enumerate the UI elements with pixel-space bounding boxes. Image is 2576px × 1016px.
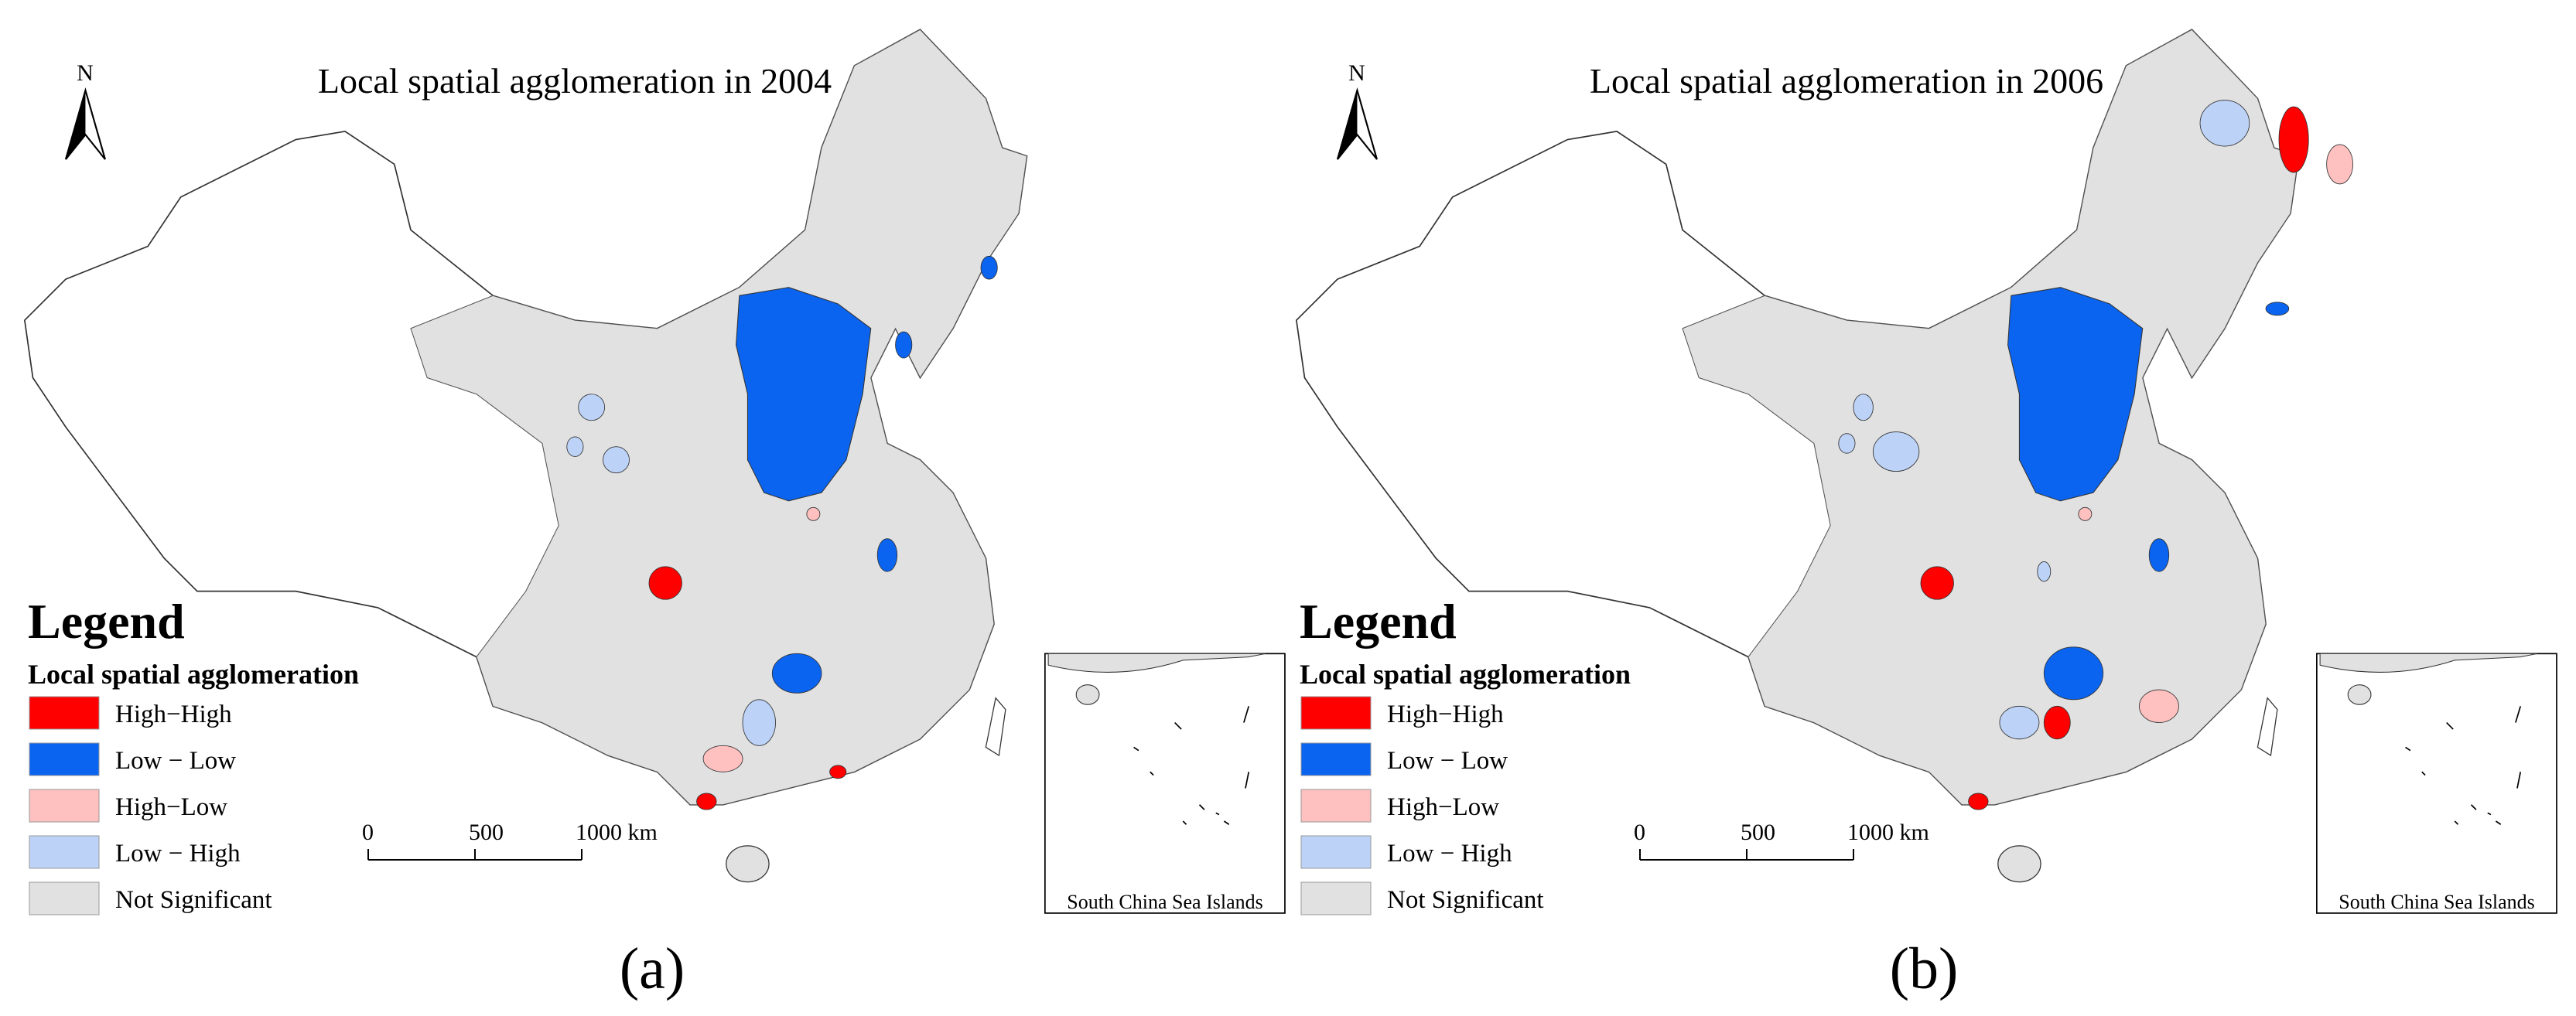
- region: [1920, 566, 1954, 600]
- inset-label: South China Sea Islands: [2339, 891, 2535, 913]
- taiwan: [985, 697, 1006, 757]
- region: [1853, 394, 1874, 421]
- region: [648, 566, 682, 600]
- legend-swatch: [1300, 696, 1372, 730]
- map-panel: Local spatial agglomeration in 2004 N Lege…: [23, 29, 1286, 1001]
- region: [980, 255, 998, 280]
- region: [2139, 689, 2179, 723]
- inset-hainan: [1075, 684, 1100, 705]
- region: [702, 745, 743, 772]
- map: [1295, 29, 2557, 914]
- north-arrow-half: [65, 90, 86, 160]
- region: [1872, 431, 1920, 472]
- panel-label: (a): [620, 936, 685, 1001]
- low-low-area: [2007, 287, 2144, 502]
- region: [806, 506, 821, 521]
- legend-swatch: [1300, 789, 1372, 823]
- region: [2265, 302, 2290, 316]
- legend-label: Low − Low: [115, 747, 236, 775]
- hainan: [1997, 845, 2041, 883]
- inset-islands: [1133, 706, 1250, 825]
- scale-label: 0: [1634, 820, 1645, 845]
- region: [771, 653, 822, 694]
- not-significant-area: [1682, 29, 2300, 806]
- inset-islands: [2405, 706, 2522, 825]
- legend-label: Low − Low: [1387, 747, 1508, 775]
- legend-title: Legend: [1300, 594, 1457, 649]
- legend-swatch: [1300, 881, 1372, 915]
- legend-title: Legend: [28, 594, 185, 649]
- scale-label: 500: [1741, 820, 1775, 845]
- region: [876, 538, 898, 572]
- map-title: Local spatial agglomeration in 2004: [318, 61, 832, 101]
- map: [23, 29, 1286, 914]
- region: [1968, 793, 1989, 810]
- region: [566, 436, 584, 457]
- scale-label: 1000 km: [576, 820, 658, 845]
- legend-swatch: [29, 835, 100, 869]
- scale-label: 500: [469, 820, 504, 845]
- region: [2037, 561, 2052, 582]
- region: [696, 793, 717, 810]
- legend-swatch: [1300, 835, 1372, 869]
- region: [1838, 433, 1856, 454]
- inset-hainan: [2347, 684, 2372, 705]
- region: [742, 699, 776, 746]
- region: [1999, 705, 2040, 740]
- low-low-area: [736, 287, 872, 502]
- legend-swatch: [29, 696, 100, 730]
- legend-subtitle: Local spatial agglomeration: [1300, 659, 1631, 690]
- legend-label: Not Significant: [1387, 886, 1544, 914]
- legend-label: Not Significant: [115, 886, 272, 914]
- map-title: Local spatial agglomeration in 2006: [1590, 61, 2103, 101]
- legend-subtitle: Local spatial agglomeration: [28, 659, 359, 690]
- legend-label: High−High: [115, 701, 232, 728]
- legend-swatch: [29, 742, 100, 776]
- region: [895, 331, 913, 359]
- legend-swatch: [29, 881, 100, 915]
- legend-swatch: [1300, 742, 1372, 776]
- region: [2043, 705, 2071, 740]
- region: [2278, 106, 2309, 173]
- north-label: N: [1348, 60, 1365, 86]
- legend-label: High−Low: [115, 793, 227, 821]
- legend-label: High−High: [1387, 701, 1504, 728]
- scale-label: 0: [362, 820, 374, 845]
- region: [603, 446, 630, 474]
- map-panel: Local spatial agglomeration in 2006 N Lege…: [1295, 29, 2557, 1001]
- north-arrow-half: [1337, 90, 1358, 160]
- hainan: [726, 845, 770, 883]
- inset-coast: [2319, 653, 2537, 673]
- region: [2078, 506, 2093, 521]
- inset-coast: [1047, 653, 1266, 673]
- region: [2326, 144, 2354, 185]
- legend-label: High−Low: [1387, 793, 1499, 821]
- legend-swatch: [29, 789, 100, 823]
- not-significant-area: [410, 29, 1028, 806]
- scale-label: 1000 km: [1847, 820, 1929, 845]
- region: [578, 394, 606, 421]
- panel-label: (b): [1890, 936, 1959, 1001]
- region: [2199, 100, 2250, 147]
- region: [2148, 538, 2170, 572]
- region: [829, 765, 847, 779]
- legend-label: Low − High: [1387, 840, 1512, 868]
- legend-label: Low − High: [115, 840, 241, 868]
- north-label: N: [77, 60, 94, 86]
- region: [2043, 646, 2104, 701]
- taiwan: [2257, 697, 2278, 757]
- inset-label: South China Sea Islands: [1067, 891, 1263, 913]
